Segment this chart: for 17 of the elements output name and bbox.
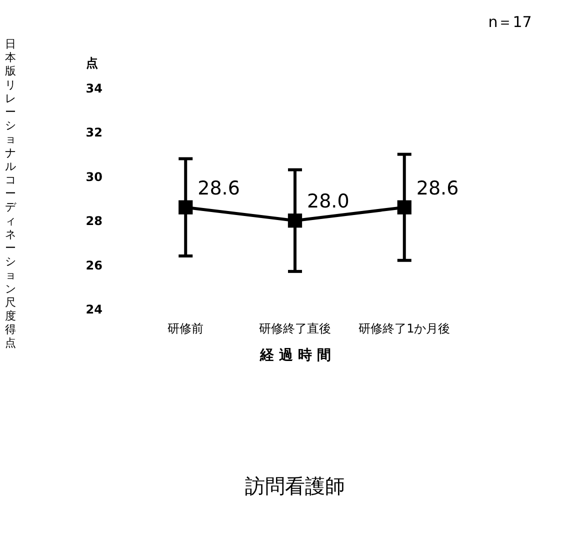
- text: 日本版リレーショナルコーディネーション尺度得点: [5, 38, 16, 350]
- data-label: 28.6: [416, 177, 459, 200]
- y-tick-label: 26: [86, 258, 102, 272]
- x-tick-label: 研修終了1か月後: [358, 322, 450, 336]
- text: n＝17: [488, 13, 532, 31]
- y-tick-label: 34: [86, 82, 102, 96]
- text: 点: [86, 56, 98, 70]
- y-tick-label: 24: [86, 302, 102, 316]
- x-tick-label: 研修終了直後: [259, 322, 331, 336]
- x-tick-label: 研修前: [168, 322, 204, 336]
- y-tick-label: 28: [86, 214, 102, 228]
- x-axis-title: 経 過 時 間: [259, 348, 331, 364]
- y-tick-label: 30: [86, 170, 102, 184]
- y-tick-label: 32: [86, 126, 102, 140]
- data-label: 28.0: [307, 190, 350, 213]
- text: 訪問看護師: [245, 474, 345, 498]
- data-label: 28.6: [198, 177, 240, 200]
